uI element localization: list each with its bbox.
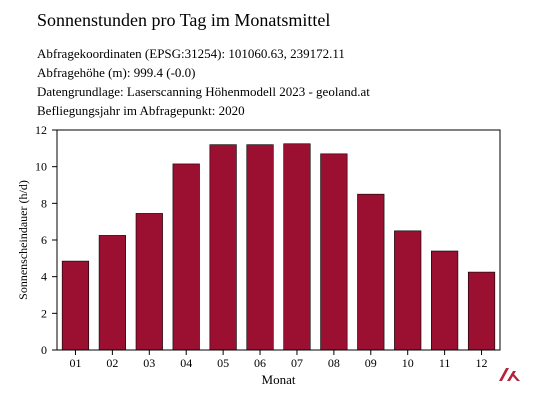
y-tick-label: 6 xyxy=(41,233,47,247)
bar-05 xyxy=(209,144,237,351)
y-axis-label: Sonnenscheindauer (h/d) xyxy=(16,180,30,300)
x-tick-label: 12 xyxy=(476,356,488,370)
plot-frame xyxy=(56,129,501,351)
y-axis-ticks: 0 2 4 6 8 10 12 xyxy=(35,123,57,357)
x-axis-ticks: 01 02 03 04 05 06 07 08 09 10 11 12 xyxy=(69,350,488,370)
x-tick-label: 05 xyxy=(217,356,229,370)
y-tick-label: 4 xyxy=(41,270,47,284)
bar-03 xyxy=(135,213,163,351)
y-tick-label: 8 xyxy=(41,196,47,210)
bars-group xyxy=(61,143,496,351)
bar-01 xyxy=(61,260,90,351)
x-axis-label: Monat xyxy=(262,372,296,387)
query-info: Abfragekoordinaten (EPSG:31254): 101060.… xyxy=(37,44,370,120)
x-tick-label: 11 xyxy=(439,356,451,370)
x-tick-label: 06 xyxy=(254,356,266,370)
info-coordinates: Abfragekoordinaten (EPSG:31254): 101060.… xyxy=(37,46,345,61)
bar-11 xyxy=(431,250,459,351)
info-flight-year: Befliegungsjahr im Abfragepunkt: 2020 xyxy=(37,103,245,118)
bar-04 xyxy=(172,163,200,351)
x-tick-label: 04 xyxy=(180,356,192,370)
bar-12 xyxy=(467,271,496,351)
x-tick-label: 09 xyxy=(365,356,377,370)
x-tick-label: 02 xyxy=(106,356,118,370)
y-tick-label: 12 xyxy=(35,123,47,137)
bar-06 xyxy=(246,144,274,351)
chart-title: Sonnenstunden pro Tag im Monatsmittel xyxy=(37,10,331,30)
info-elevation: Abfragehöhe (m): 999.4 (-0.0) xyxy=(37,65,196,80)
info-data-source: Datengrundlage: Laserscanning Höhenmodel… xyxy=(37,84,370,99)
y-tick-label: 0 xyxy=(41,343,47,357)
x-tick-label: 10 xyxy=(402,356,414,370)
bar-07 xyxy=(283,143,311,351)
x-tick-label: 07 xyxy=(291,356,303,370)
x-tick-label: 01 xyxy=(69,356,81,370)
bar-09 xyxy=(357,193,385,351)
bar-02 xyxy=(98,235,126,351)
stacked-chevrons-logo-icon xyxy=(499,368,520,381)
bar-08 xyxy=(320,153,348,351)
y-tick-label: 10 xyxy=(35,160,47,174)
bar-10 xyxy=(394,230,422,351)
y-tick-label: 2 xyxy=(41,306,47,320)
x-tick-label: 08 xyxy=(328,356,340,370)
x-tick-label: 03 xyxy=(143,356,155,370)
